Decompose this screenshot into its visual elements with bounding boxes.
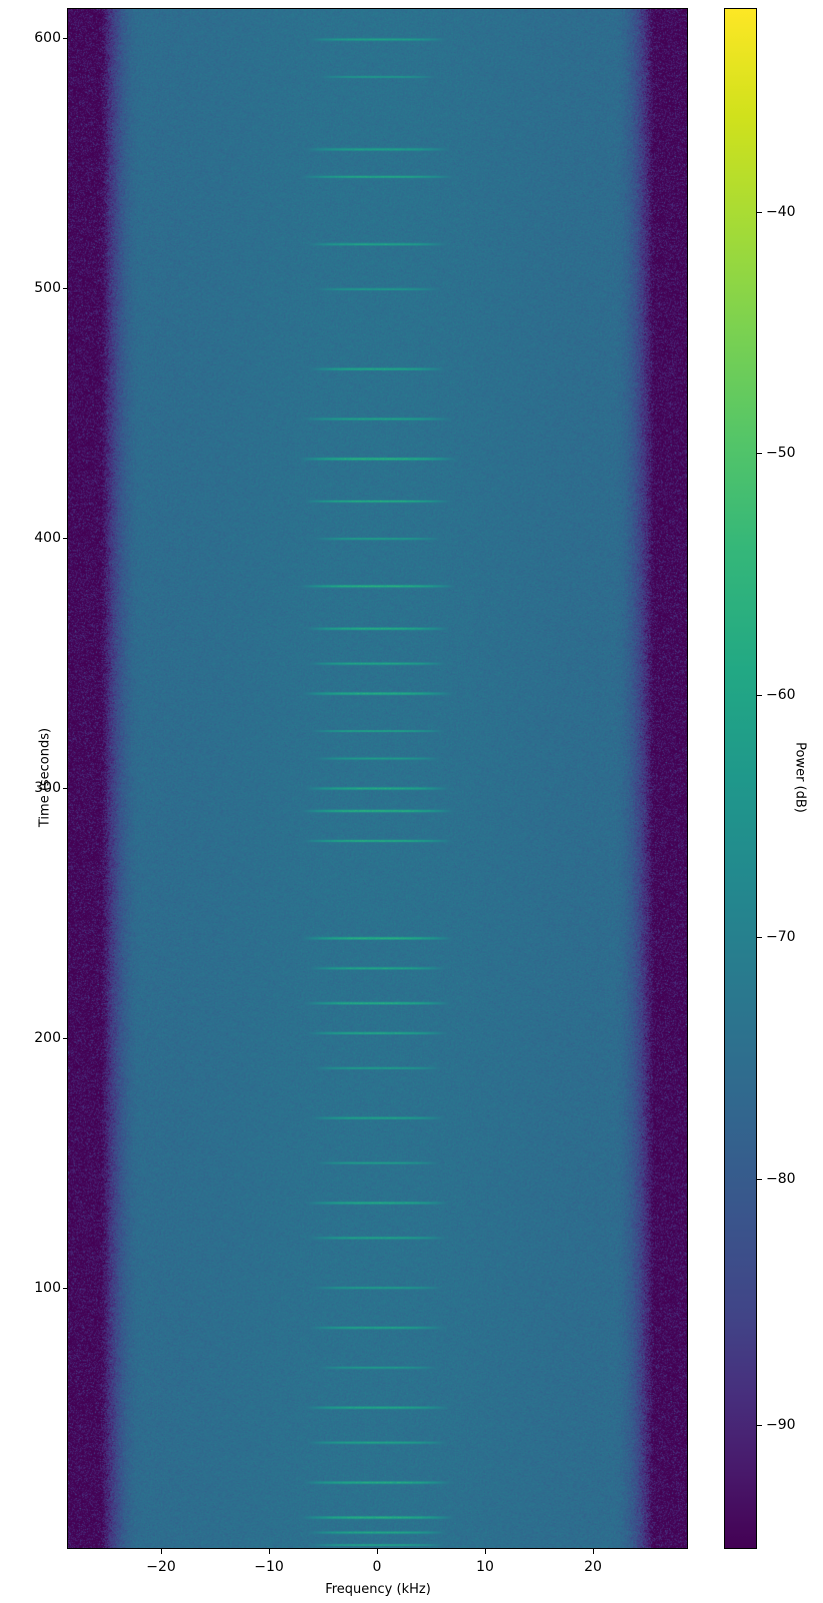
colorbar-ticklabel-neg60: −60: [766, 687, 796, 703]
colorbar-ticklabel-neg50: −50: [766, 445, 796, 461]
colorbar-label: Power (dB): [792, 742, 808, 813]
colorbar-tickmark-neg70: [757, 937, 762, 938]
x-ticklabel-neg10: −10: [254, 1559, 284, 1575]
spectrogram-image: [68, 9, 687, 1548]
x-ticklabel-10: 10: [476, 1559, 494, 1575]
x-axis-label: Frequency (kHz): [325, 1582, 431, 1597]
y-axis-label: Time (seconds): [37, 727, 53, 828]
y-ticklabel-400: 400: [34, 530, 61, 546]
colorbar-ticklabel-neg40: −40: [766, 204, 796, 220]
colorbar-ticklabel-neg80: −80: [766, 1171, 796, 1187]
y-ticklabel-600: 600: [34, 30, 61, 46]
colorbar-tickmark-neg40: [757, 212, 762, 213]
y-ticklabel-300: 300: [34, 780, 61, 796]
x-ticklabel-20: 20: [584, 1559, 602, 1575]
x-tickmark-neg20: [161, 1549, 162, 1554]
y-ticklabel-500: 500: [34, 280, 61, 296]
x-tickmark-neg10: [269, 1549, 270, 1554]
colorbar-tickmark-neg90: [757, 1425, 762, 1426]
y-ticklabel-200: 200: [34, 1030, 61, 1046]
y-ticklabel-100: 100: [34, 1280, 61, 1296]
colorbar: [724, 8, 757, 1549]
colorbar-tickmark-neg50: [757, 453, 762, 454]
y-tickmark-300: [63, 788, 68, 789]
y-tickmark-100: [63, 1288, 68, 1289]
colorbar-tickmark-neg60: [757, 695, 762, 696]
y-tickmark-500: [63, 288, 68, 289]
x-tickmark-20: [593, 1549, 594, 1554]
y-tickmark-400: [63, 538, 68, 539]
x-tickmark-0: [377, 1549, 378, 1554]
x-ticklabel-0: 0: [372, 1559, 382, 1575]
y-tickmark-600: [63, 38, 68, 39]
x-ticklabel-neg20: −20: [146, 1559, 176, 1575]
y-tickmark-200: [63, 1038, 68, 1039]
colorbar-ticklabel-neg90: −90: [766, 1417, 796, 1433]
colorbar-ticklabel-neg70: −70: [766, 929, 796, 945]
spectrogram-axes: [67, 8, 688, 1549]
x-tickmark-10: [485, 1549, 486, 1554]
colorbar-tickmark-neg80: [757, 1179, 762, 1180]
